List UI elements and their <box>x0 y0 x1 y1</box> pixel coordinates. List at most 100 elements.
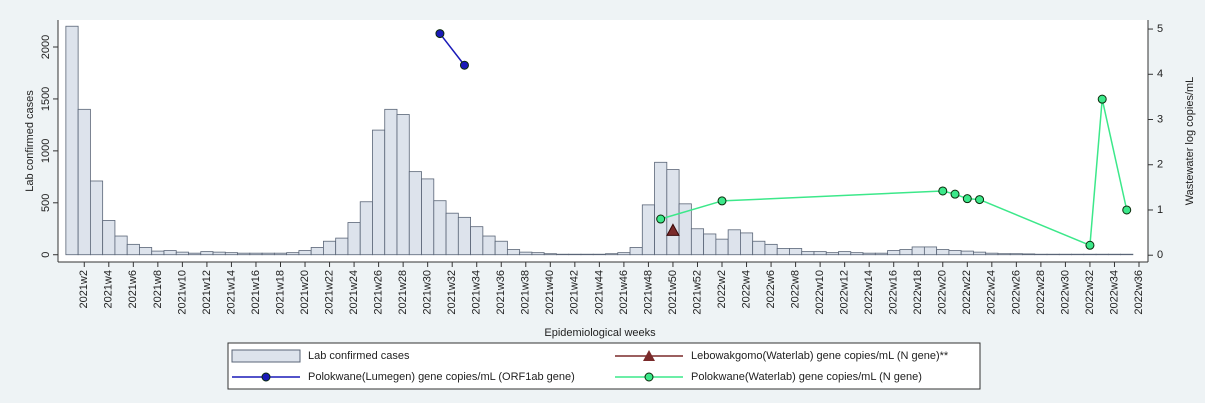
x-tick-label: 2022w34 <box>1108 270 1120 315</box>
bar <box>850 252 864 256</box>
x-tick-label: 2021w4 <box>103 270 115 309</box>
bar <box>568 253 582 256</box>
x-tick-label: 2021w46 <box>618 270 630 315</box>
bar <box>605 253 619 256</box>
bar <box>200 251 214 256</box>
bar <box>494 240 508 256</box>
bar <box>690 228 705 256</box>
bar <box>985 252 999 256</box>
line-segment <box>979 198 1091 246</box>
bar <box>151 250 165 256</box>
bar <box>408 171 422 256</box>
point <box>435 29 445 39</box>
point <box>656 214 666 224</box>
bar <box>1009 253 1023 256</box>
x-tick-label: 2022w30 <box>1059 270 1071 315</box>
y-tick-label: 0 <box>40 252 52 258</box>
bar <box>273 252 288 256</box>
bar <box>347 222 361 256</box>
bar <box>764 243 778 256</box>
x-tick-label: 2021w48 <box>642 270 654 315</box>
x-tick-label: 2021w16 <box>250 270 262 315</box>
bar <box>224 252 238 256</box>
bar <box>1034 253 1048 256</box>
x-tick-label: 2021w14 <box>225 270 237 315</box>
bar <box>65 25 79 256</box>
point <box>1085 240 1095 250</box>
bar <box>592 253 606 256</box>
x-tick-label: 2021w36 <box>495 270 507 315</box>
bar <box>936 249 950 256</box>
x-tick-label: 2021w34 <box>471 270 483 315</box>
x-tick-label: 2021w42 <box>569 270 581 315</box>
line-segment <box>439 33 466 66</box>
bar <box>298 250 312 256</box>
bar <box>139 247 153 256</box>
x-tick-label: 2022w8 <box>790 270 802 309</box>
bar <box>457 216 471 256</box>
x-tick-label: 2021w50 <box>667 270 679 315</box>
bar <box>126 243 140 256</box>
bar <box>1083 253 1097 256</box>
x-tick-label: 2021w26 <box>373 270 385 315</box>
bar <box>776 248 790 256</box>
bar <box>89 180 104 256</box>
bar <box>715 238 729 256</box>
x-tick-label: 2022w6 <box>765 270 777 309</box>
bar <box>506 249 521 256</box>
x-tick-label: 2022w32 <box>1084 270 1096 315</box>
y2-axis-title: Wastewater log copies/mL <box>1184 77 1196 206</box>
x-tick-label: 2021w8 <box>152 270 164 309</box>
bar <box>163 250 177 256</box>
legend <box>227 342 981 390</box>
x-tick-label: 2021w38 <box>520 270 532 315</box>
point <box>975 195 985 205</box>
bar <box>1071 253 1085 256</box>
bar <box>470 226 484 256</box>
legend-label: Lebowakgomo(Waterlab) gene copies/mL (N … <box>691 350 949 362</box>
line-segment <box>660 200 723 220</box>
point <box>666 223 680 236</box>
bar <box>801 251 815 256</box>
bar <box>654 161 668 256</box>
y2-tick-label: 3 <box>1157 113 1163 125</box>
bar <box>1120 253 1134 256</box>
bar <box>666 169 680 256</box>
bar <box>261 252 275 256</box>
x-axis-title: Epidemiological weeks <box>544 327 656 339</box>
bar <box>1046 253 1060 256</box>
bar <box>960 250 974 256</box>
bar <box>1095 253 1109 256</box>
bar <box>433 200 447 256</box>
bar <box>556 253 570 256</box>
y2-tick-label: 1 <box>1157 204 1163 216</box>
legend-marker <box>261 372 271 382</box>
bar <box>997 253 1011 256</box>
legend-marker <box>644 372 654 382</box>
bar <box>519 251 533 256</box>
x-tick-label: 2022w12 <box>839 270 851 315</box>
bar <box>445 212 459 256</box>
bar <box>789 248 803 256</box>
bar <box>175 251 189 256</box>
x-tick-label: 2021w6 <box>127 270 139 309</box>
bar <box>77 108 91 256</box>
x-tick-label: 2022w14 <box>863 270 875 315</box>
bar <box>752 240 766 256</box>
bar <box>580 253 594 256</box>
x-tick-label: 2022w4 <box>740 270 752 309</box>
x-tick-label: 2022w16 <box>888 270 900 315</box>
x-tick-label: 2021w52 <box>691 270 703 315</box>
y-tick-label: 500 <box>40 194 52 212</box>
bar <box>310 247 324 256</box>
bar <box>1107 253 1122 256</box>
bar <box>899 249 913 256</box>
bar <box>629 247 643 256</box>
bar <box>212 251 226 256</box>
point <box>962 194 972 204</box>
bar <box>740 232 754 256</box>
point <box>717 196 727 206</box>
bar <box>641 204 655 256</box>
y2-tick-label: 5 <box>1157 23 1163 35</box>
